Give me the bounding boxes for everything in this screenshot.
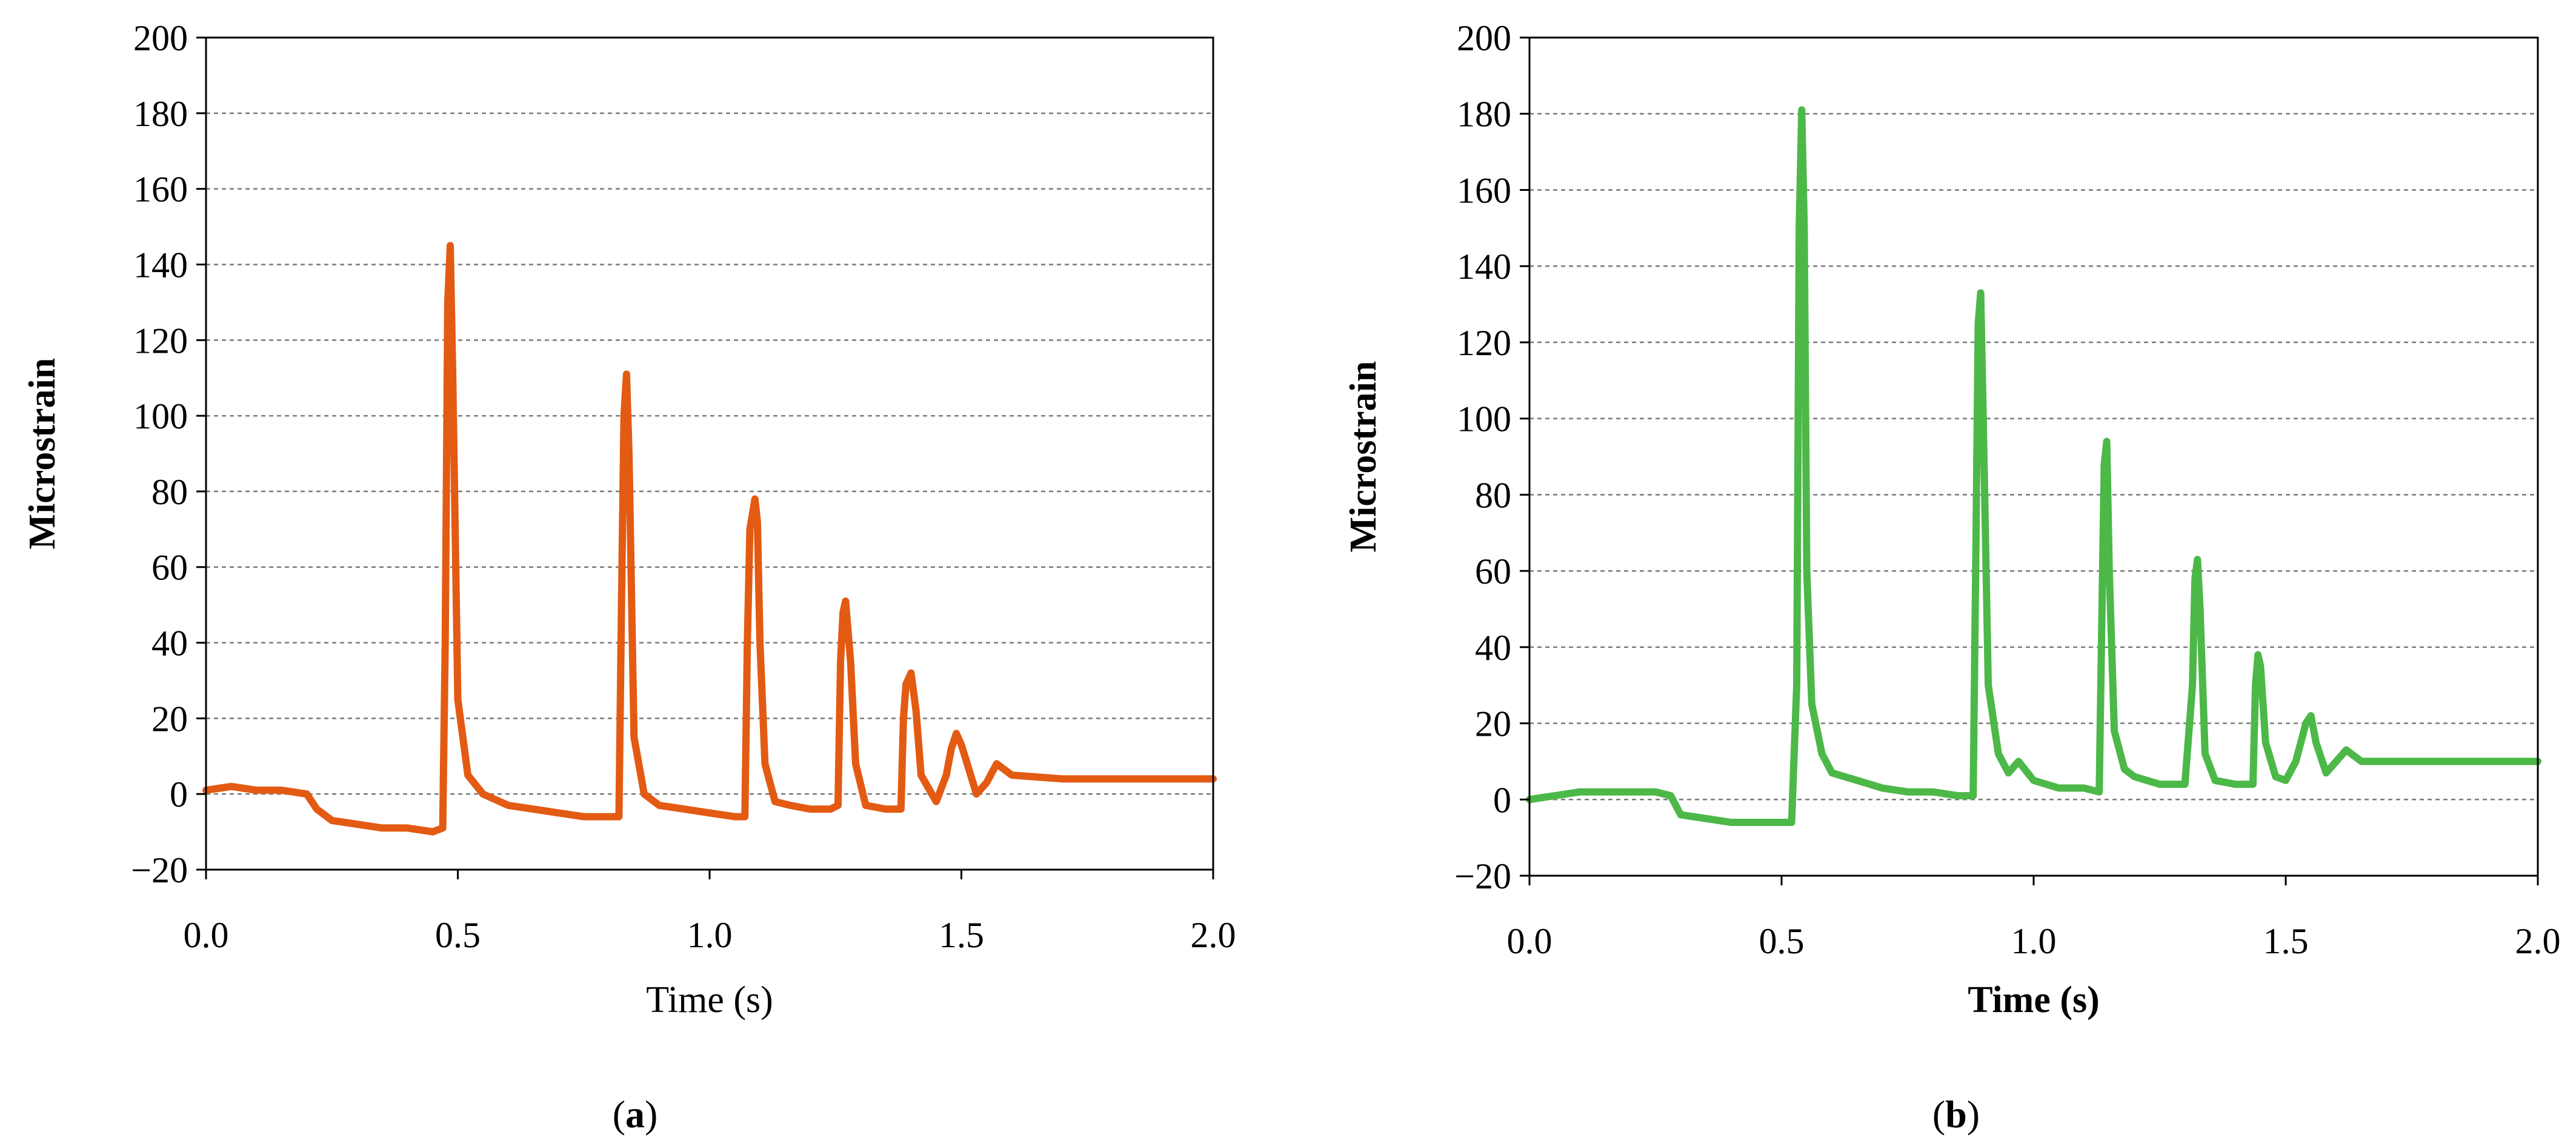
y-tick-label: 160 — [1457, 170, 1511, 210]
y-tick-label: 180 — [1457, 95, 1511, 135]
y-tick-label: 120 — [1457, 323, 1511, 363]
y-tick-label: 180 — [133, 94, 188, 134]
y-tick-label: 40 — [1475, 628, 1511, 668]
panel-label: (b) — [1932, 1093, 1980, 1136]
chart-panel-b: −20 0 20 40 60 80 100 120 140 160 180 200 0.0 0.5 1.0 1… — [1343, 18, 2561, 1136]
y-tick-label: 60 — [1475, 551, 1511, 591]
x-tick-label: 0.5 — [1759, 921, 1805, 961]
x-tick-label: 1.0 — [2011, 921, 2057, 961]
y-tick-label: 100 — [1457, 399, 1511, 439]
y-tick-label: 0 — [1493, 780, 1511, 820]
y-tick-label: 80 — [151, 472, 188, 512]
y-tick-label: −20 — [1454, 856, 1511, 896]
x-tick-label: 2.0 — [2515, 921, 2561, 961]
x-tick-label: 2.0 — [1191, 915, 1236, 955]
y-tick-label: 100 — [133, 396, 188, 436]
x-axis-title: Time (s) — [646, 979, 773, 1021]
x-tick-label: 0.5 — [435, 915, 481, 955]
x-tick-label: 0.0 — [1507, 921, 1553, 961]
panel-label: (a) — [613, 1093, 658, 1136]
x-tick-label: 0.0 — [184, 915, 229, 955]
panel-letter: a — [625, 1093, 645, 1136]
plot-frame — [205, 36, 1214, 871]
y-axis-title: Microstrain — [1343, 361, 1384, 553]
x-axis-title: Time (s) — [1968, 979, 2100, 1021]
series-line-strain — [202, 242, 1217, 836]
y-tick-label: 120 — [133, 321, 188, 361]
y-tick-label: 0 — [170, 775, 188, 815]
x-tick-label: 1.5 — [939, 915, 984, 955]
y-tick-label: 20 — [151, 699, 188, 739]
plot-frame — [1528, 36, 2539, 877]
y-tick-label: 40 — [151, 624, 188, 664]
panel-letter: b — [1945, 1093, 1967, 1136]
y-tick-label: 200 — [1457, 18, 1511, 58]
x-tick-label: 1.5 — [2263, 921, 2309, 961]
chart-panel-a: −20 0 20 40 60 80 100 120 140 160 180 200 0.0 0.5 1.0 1… — [22, 18, 1236, 1136]
y-tick-label: 200 — [133, 18, 188, 58]
y-axis-title: Microstrain — [22, 358, 63, 550]
x-tick-label: 1.0 — [687, 915, 733, 955]
y-tick-label: 20 — [1475, 704, 1511, 744]
series-line-strain — [1526, 106, 2541, 826]
y-tick-label: 60 — [151, 548, 188, 588]
y-tick-label: −20 — [131, 850, 188, 890]
y-tick-label: 140 — [1457, 247, 1511, 287]
y-tick-label: 160 — [133, 170, 188, 210]
y-tick-label: 80 — [1475, 475, 1511, 515]
y-tick-label: 140 — [133, 245, 188, 285]
